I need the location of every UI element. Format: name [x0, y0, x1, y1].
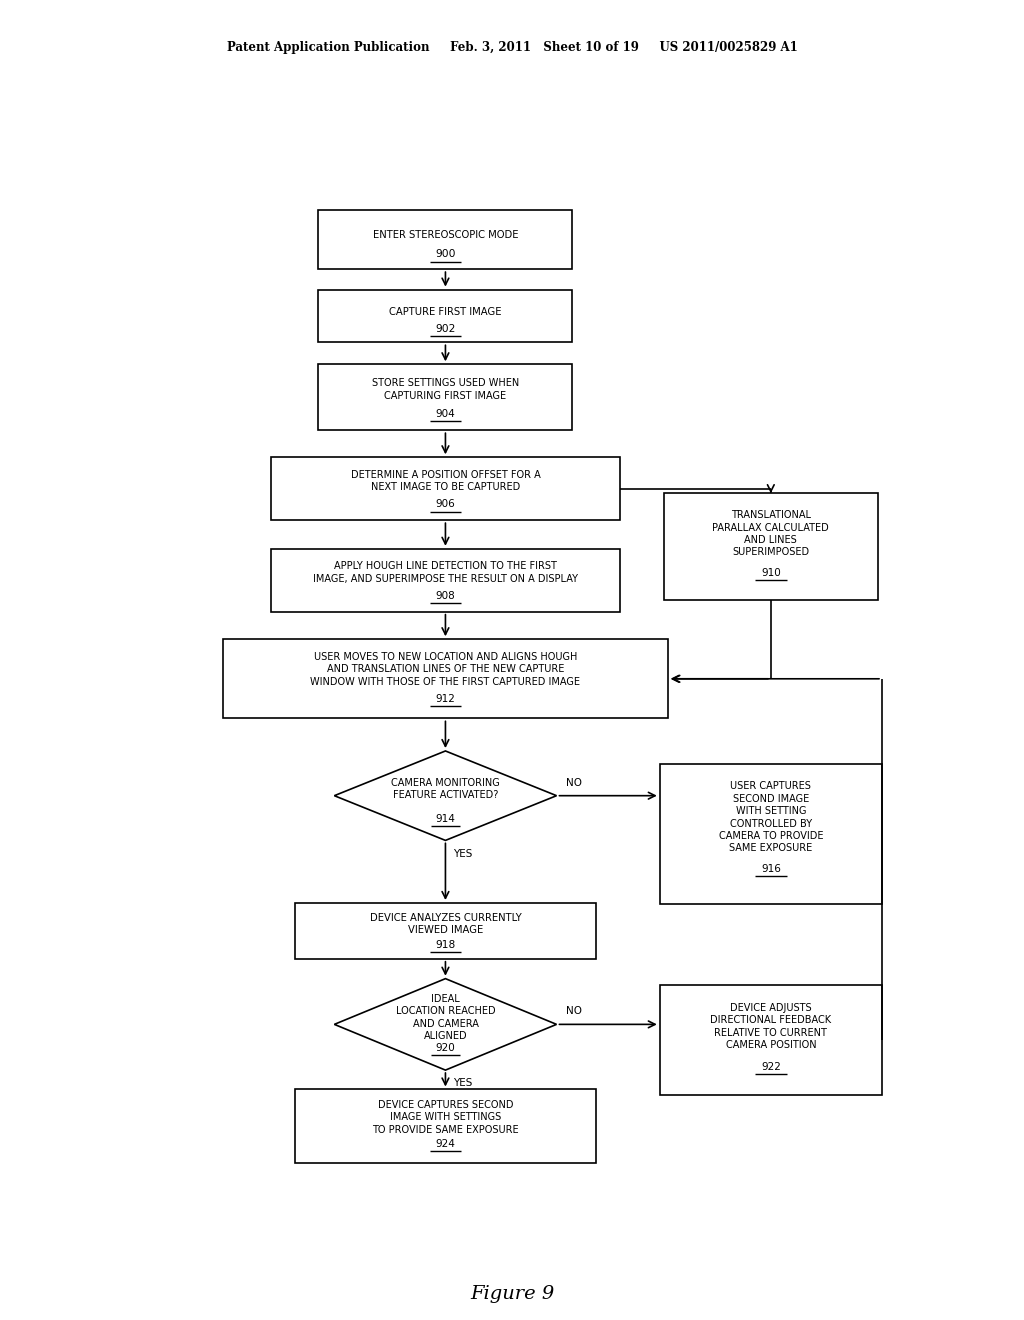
Text: 924: 924 [435, 1139, 456, 1150]
Text: Figure 9: Figure 9 [470, 1284, 554, 1303]
Text: 910: 910 [761, 569, 780, 578]
FancyBboxPatch shape [664, 494, 878, 601]
Text: NO: NO [566, 1006, 582, 1016]
Text: 920: 920 [435, 1043, 456, 1053]
Text: DEVICE CAPTURES SECOND
IMAGE WITH SETTINGS
TO PROVIDE SAME EXPOSURE: DEVICE CAPTURES SECOND IMAGE WITH SETTIN… [372, 1100, 519, 1135]
Text: YES: YES [454, 1078, 473, 1088]
Text: USER MOVES TO NEW LOCATION AND ALIGNS HOUGH
AND TRANSLATION LINES OF THE NEW CAP: USER MOVES TO NEW LOCATION AND ALIGNS HO… [310, 652, 581, 686]
FancyBboxPatch shape [318, 364, 572, 430]
Polygon shape [334, 978, 557, 1071]
FancyBboxPatch shape [270, 549, 620, 611]
Text: 902: 902 [435, 325, 456, 334]
Text: 904: 904 [435, 409, 456, 418]
Text: CAPTURE FIRST IMAGE: CAPTURE FIRST IMAGE [389, 306, 502, 317]
Text: 906: 906 [435, 499, 456, 510]
Polygon shape [334, 751, 557, 841]
Text: DETERMINE A POSITION OFFSET FOR A
NEXT IMAGE TO BE CAPTURED: DETERMINE A POSITION OFFSET FOR A NEXT I… [350, 470, 541, 492]
Text: 914: 914 [435, 814, 456, 824]
Text: 908: 908 [435, 591, 456, 601]
Text: ENTER STEREOSCOPIC MODE: ENTER STEREOSCOPIC MODE [373, 230, 518, 240]
Text: 912: 912 [435, 693, 456, 704]
FancyBboxPatch shape [223, 639, 668, 718]
Text: YES: YES [454, 849, 473, 858]
Text: DEVICE ANALYZES CURRENTLY
VIEWED IMAGE: DEVICE ANALYZES CURRENTLY VIEWED IMAGE [370, 913, 521, 936]
Text: TRANSLATIONAL
PARALLAX CALCULATED
AND LINES
SUPERIMPOSED: TRANSLATIONAL PARALLAX CALCULATED AND LI… [713, 511, 829, 557]
Text: USER CAPTURES
SECOND IMAGE
WITH SETTING
CONTROLLED BY
CAMERA TO PROVIDE
SAME EXP: USER CAPTURES SECOND IMAGE WITH SETTING … [719, 781, 823, 854]
FancyBboxPatch shape [295, 1089, 596, 1163]
FancyBboxPatch shape [659, 985, 882, 1094]
FancyBboxPatch shape [318, 210, 572, 269]
FancyBboxPatch shape [295, 903, 596, 958]
Text: IDEAL
LOCATION REACHED
AND CAMERA
ALIGNED: IDEAL LOCATION REACHED AND CAMERA ALIGNE… [395, 994, 496, 1041]
Text: 900: 900 [435, 249, 456, 260]
Text: CAMERA MONITORING
FEATURE ACTIVATED?: CAMERA MONITORING FEATURE ACTIVATED? [391, 777, 500, 800]
Text: APPLY HOUGH LINE DETECTION TO THE FIRST
IMAGE, AND SUPERIMPOSE THE RESULT ON A D: APPLY HOUGH LINE DETECTION TO THE FIRST … [313, 561, 578, 583]
Text: 918: 918 [435, 940, 456, 950]
FancyBboxPatch shape [659, 764, 882, 904]
Text: Patent Application Publication     Feb. 3, 2011   Sheet 10 of 19     US 2011/002: Patent Application Publication Feb. 3, 2… [226, 41, 798, 54]
FancyBboxPatch shape [318, 289, 572, 342]
Text: 916: 916 [761, 865, 780, 874]
Text: DEVICE ADJUSTS
DIRECTIONAL FEEDBACK
RELATIVE TO CURRENT
CAMERA POSITION: DEVICE ADJUSTS DIRECTIONAL FEEDBACK RELA… [711, 1003, 831, 1049]
Text: NO: NO [566, 777, 582, 788]
FancyBboxPatch shape [270, 457, 620, 520]
Text: 922: 922 [761, 1063, 780, 1072]
Text: STORE SETTINGS USED WHEN
CAPTURING FIRST IMAGE: STORE SETTINGS USED WHEN CAPTURING FIRST… [372, 378, 519, 400]
